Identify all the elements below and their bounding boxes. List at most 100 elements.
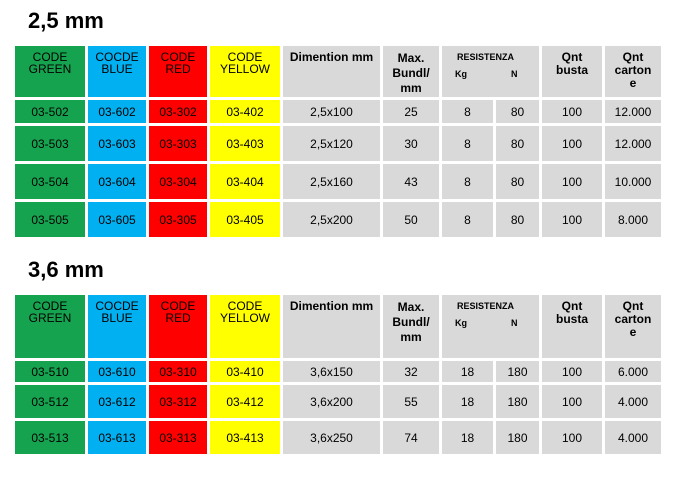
- header-max-bundle: Max. Bundl/ mm: [383, 46, 439, 97]
- cell-qnt-carton: 8.000: [605, 202, 661, 237]
- cell-resistance-n: 80: [496, 126, 539, 161]
- cell-dimension: 2,5x120: [283, 126, 380, 161]
- section-title-3-6mm: 3,6 mm: [28, 257, 104, 282]
- cell-code-green: 03-502: [15, 100, 85, 123]
- cell-dimension: 3,6x200: [283, 385, 380, 418]
- cell-qnt-carton: 10.000: [605, 164, 661, 199]
- header-code-yellow: CODE YELLOW: [210, 295, 280, 358]
- cell-dimension: 2,5x160: [283, 164, 380, 199]
- cell-resistance-kg: 8: [442, 164, 493, 199]
- header-qnt-busta: Qnt busta: [542, 295, 602, 358]
- cell-qnt-carton: 12.000: [605, 126, 661, 161]
- cell-dimension: 3,6x250: [283, 421, 380, 454]
- header-code-red: CODE RED: [149, 46, 207, 97]
- cell-max-bundle: 43: [383, 164, 439, 199]
- cell-resistance-n: 80: [496, 100, 539, 123]
- spec-table-3-6mm: CODE GREEN COCDE BLUE CODE RED CODE YELL…: [12, 292, 664, 457]
- cell-dimension: 2,5x100: [283, 100, 380, 123]
- cell-code-green: 03-505: [15, 202, 85, 237]
- table-row: 03-512 03-612 03-312 03-412 3,6x200 55 1…: [15, 385, 661, 418]
- header-dimension: Dimention mm: [283, 295, 380, 358]
- cell-resistance-kg: 8: [442, 126, 493, 161]
- table-row: 03-505 03-605 03-305 03-405 2,5x200 50 8…: [15, 202, 661, 237]
- cell-code-blue: 03-612: [88, 385, 146, 418]
- cell-qnt-busta: 100: [542, 100, 602, 123]
- section-title-2-5mm: 2,5 mm: [28, 8, 104, 33]
- cell-resistance-kg: 18: [442, 421, 493, 454]
- cell-qnt-busta: 100: [542, 126, 602, 161]
- table-row: 03-510 03-610 03-310 03-410 3,6x150 32 1…: [15, 361, 661, 382]
- header-resistance-n: N: [511, 318, 518, 328]
- cell-max-bundle: 55: [383, 385, 439, 418]
- cell-max-bundle: 30: [383, 126, 439, 161]
- cell-code-green: 03-503: [15, 126, 85, 161]
- cell-qnt-busta: 100: [542, 385, 602, 418]
- cell-code-red: 03-312: [149, 385, 207, 418]
- cell-resistance-n: 80: [496, 202, 539, 237]
- cell-resistance-kg: 8: [442, 202, 493, 237]
- cell-qnt-busta: 100: [542, 361, 602, 382]
- cell-dimension: 2,5x200: [283, 202, 380, 237]
- cell-qnt-busta: 100: [542, 421, 602, 454]
- cell-code-red: 03-313: [149, 421, 207, 454]
- table-row: 03-504 03-604 03-304 03-404 2,5x160 43 8…: [15, 164, 661, 199]
- cell-dimension: 3,6x150: [283, 361, 380, 382]
- cell-max-bundle: 32: [383, 361, 439, 382]
- cell-qnt-busta: 100: [542, 164, 602, 199]
- cell-resistance-n: 180: [496, 421, 539, 454]
- header-resistance: RESISTENZA Kg N: [442, 295, 539, 358]
- cell-code-blue: 03-604: [88, 164, 146, 199]
- cell-code-blue: 03-605: [88, 202, 146, 237]
- cell-code-yellow: 03-404: [210, 164, 280, 199]
- cell-code-green: 03-504: [15, 164, 85, 199]
- table-row: 03-513 03-613 03-313 03-413 3,6x250 74 1…: [15, 421, 661, 454]
- cell-resistance-n: 80: [496, 164, 539, 199]
- cell-code-blue: 03-613: [88, 421, 146, 454]
- cell-code-red: 03-302: [149, 100, 207, 123]
- cell-code-yellow: 03-410: [210, 361, 280, 382]
- header-dimension: Dimention mm: [283, 46, 380, 97]
- header-code-red: CODE RED: [149, 295, 207, 358]
- cell-resistance-kg: 8: [442, 100, 493, 123]
- spec-table-2-5mm: CODE GREEN COCDE BLUE CODE RED CODE YELL…: [12, 43, 664, 240]
- cell-code-yellow: 03-405: [210, 202, 280, 237]
- cell-code-red: 03-303: [149, 126, 207, 161]
- cell-code-green: 03-510: [15, 361, 85, 382]
- cell-resistance-kg: 18: [442, 385, 493, 418]
- header-resistance-kg: Kg: [455, 69, 467, 79]
- header-max-bundle: Max. Bundl/ mm: [383, 295, 439, 358]
- cell-code-blue: 03-610: [88, 361, 146, 382]
- cell-qnt-carton: 12.000: [605, 100, 661, 123]
- cell-code-yellow: 03-413: [210, 421, 280, 454]
- cell-max-bundle: 74: [383, 421, 439, 454]
- cell-code-yellow: 03-402: [210, 100, 280, 123]
- cell-resistance-n: 180: [496, 361, 539, 382]
- cell-qnt-carton: 4.000: [605, 385, 661, 418]
- cell-code-blue: 03-602: [88, 100, 146, 123]
- header-qnt-carton: Qnt carton e: [605, 46, 661, 97]
- cell-code-yellow: 03-412: [210, 385, 280, 418]
- header-resistance-n: N: [511, 69, 518, 79]
- table-header-row: CODE GREEN COCDE BLUE CODE RED CODE YELL…: [15, 46, 661, 97]
- cell-qnt-carton: 4.000: [605, 421, 661, 454]
- cell-qnt-busta: 100: [542, 202, 602, 237]
- cell-max-bundle: 50: [383, 202, 439, 237]
- cell-code-red: 03-304: [149, 164, 207, 199]
- cell-code-green: 03-513: [15, 421, 85, 454]
- header-qnt-carton: Qnt carton e: [605, 295, 661, 358]
- table-row: 03-503 03-603 03-303 03-403 2,5x120 30 8…: [15, 126, 661, 161]
- header-resistance: RESISTENZA Kg N: [442, 46, 539, 97]
- header-code-yellow: CODE YELLOW: [210, 46, 280, 97]
- header-code-blue: COCDE BLUE: [88, 295, 146, 358]
- table-header-row: CODE GREEN COCDE BLUE CODE RED CODE YELL…: [15, 295, 661, 358]
- cell-code-green: 03-512: [15, 385, 85, 418]
- cell-code-red: 03-310: [149, 361, 207, 382]
- header-resistance-kg: Kg: [455, 318, 467, 328]
- cell-resistance-kg: 18: [442, 361, 493, 382]
- header-code-green: CODE GREEN: [15, 46, 85, 97]
- cell-code-red: 03-305: [149, 202, 207, 237]
- header-qnt-busta: Qnt busta: [542, 46, 602, 97]
- cell-max-bundle: 25: [383, 100, 439, 123]
- header-code-blue: COCDE BLUE: [88, 46, 146, 97]
- cell-code-yellow: 03-403: [210, 126, 280, 161]
